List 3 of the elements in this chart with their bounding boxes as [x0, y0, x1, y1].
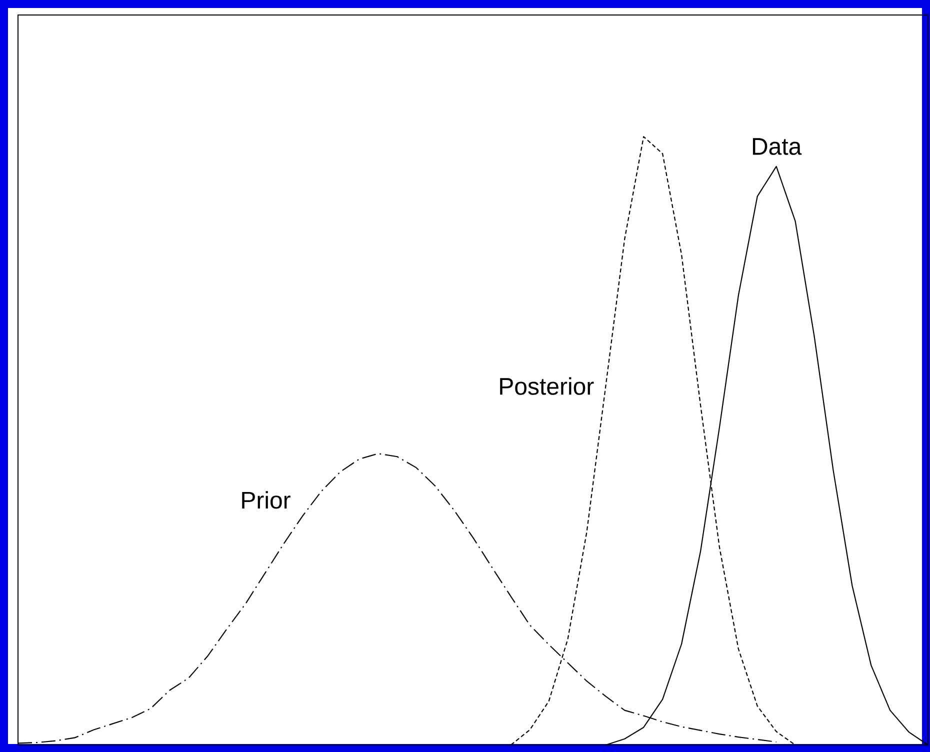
series-label: Data: [752, 138, 802, 155]
series-label: Posterior: [500, 377, 594, 395]
series-label: Prior: [242, 491, 290, 509]
